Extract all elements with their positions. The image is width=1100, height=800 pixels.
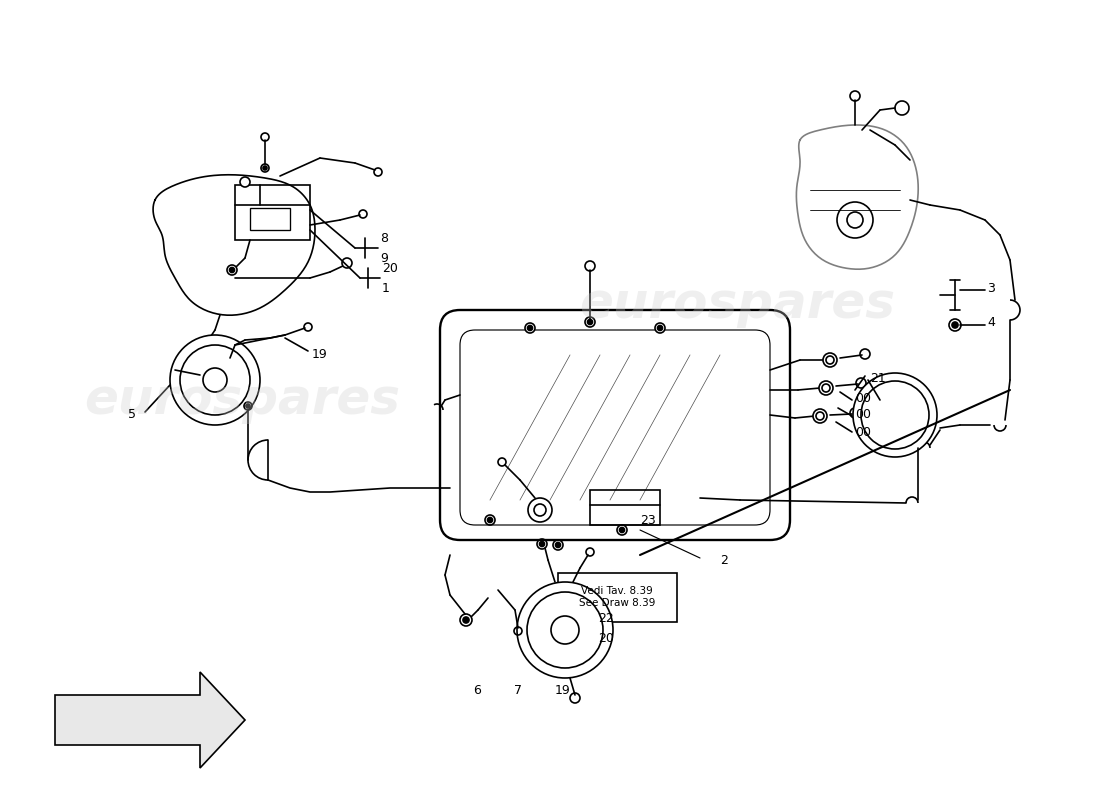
Circle shape [528,326,532,330]
Circle shape [261,164,270,172]
Circle shape [820,381,833,395]
Circle shape [227,265,236,275]
Circle shape [654,323,666,333]
Circle shape [587,319,593,325]
Text: 20: 20 [598,631,614,645]
Circle shape [551,616,579,644]
Text: 00: 00 [855,409,871,422]
Text: Vedi Tav. 8.39
See Draw 8.39: Vedi Tav. 8.39 See Draw 8.39 [579,586,656,608]
Circle shape [230,267,234,273]
Text: 5: 5 [128,409,136,422]
Text: 22: 22 [598,611,614,625]
Circle shape [263,166,267,170]
Circle shape [585,317,595,327]
Circle shape [525,323,535,333]
Circle shape [342,258,352,268]
Circle shape [170,335,260,425]
Text: 00: 00 [855,426,871,438]
Text: 6: 6 [473,683,481,697]
Circle shape [658,326,662,330]
Circle shape [949,319,961,331]
Circle shape [528,498,552,522]
Bar [250,208,290,230]
Text: 4: 4 [987,317,994,330]
Bar [235,185,310,240]
Circle shape [852,373,937,457]
Text: 19: 19 [312,349,328,362]
Text: 23: 23 [640,514,656,526]
Bar [590,490,660,525]
Circle shape [200,343,210,353]
Text: 00: 00 [855,391,871,405]
Text: 1: 1 [382,282,389,294]
Text: 2: 2 [720,554,728,566]
Circle shape [517,582,613,678]
Text: 21: 21 [870,371,886,385]
Circle shape [460,614,472,626]
Circle shape [463,617,469,623]
Text: 9: 9 [379,251,388,265]
Circle shape [534,504,546,516]
Text: 20: 20 [382,262,398,274]
Circle shape [847,212,864,228]
Circle shape [826,356,834,364]
Text: 3: 3 [987,282,994,294]
Text: 19: 19 [556,683,571,697]
Circle shape [619,527,625,533]
Text: 8: 8 [379,231,388,245]
Circle shape [816,412,824,420]
Circle shape [822,384,830,392]
Polygon shape [55,672,245,768]
Text: eurospares: eurospares [579,280,895,328]
Circle shape [823,353,837,367]
Circle shape [952,322,958,328]
Circle shape [240,177,250,187]
Circle shape [246,404,250,408]
Circle shape [204,368,227,392]
Circle shape [202,346,208,350]
Text: eurospares: eurospares [84,376,400,424]
Circle shape [813,409,827,423]
Circle shape [556,542,561,547]
Circle shape [539,542,544,546]
Text: 7: 7 [514,683,522,697]
Circle shape [487,518,493,522]
